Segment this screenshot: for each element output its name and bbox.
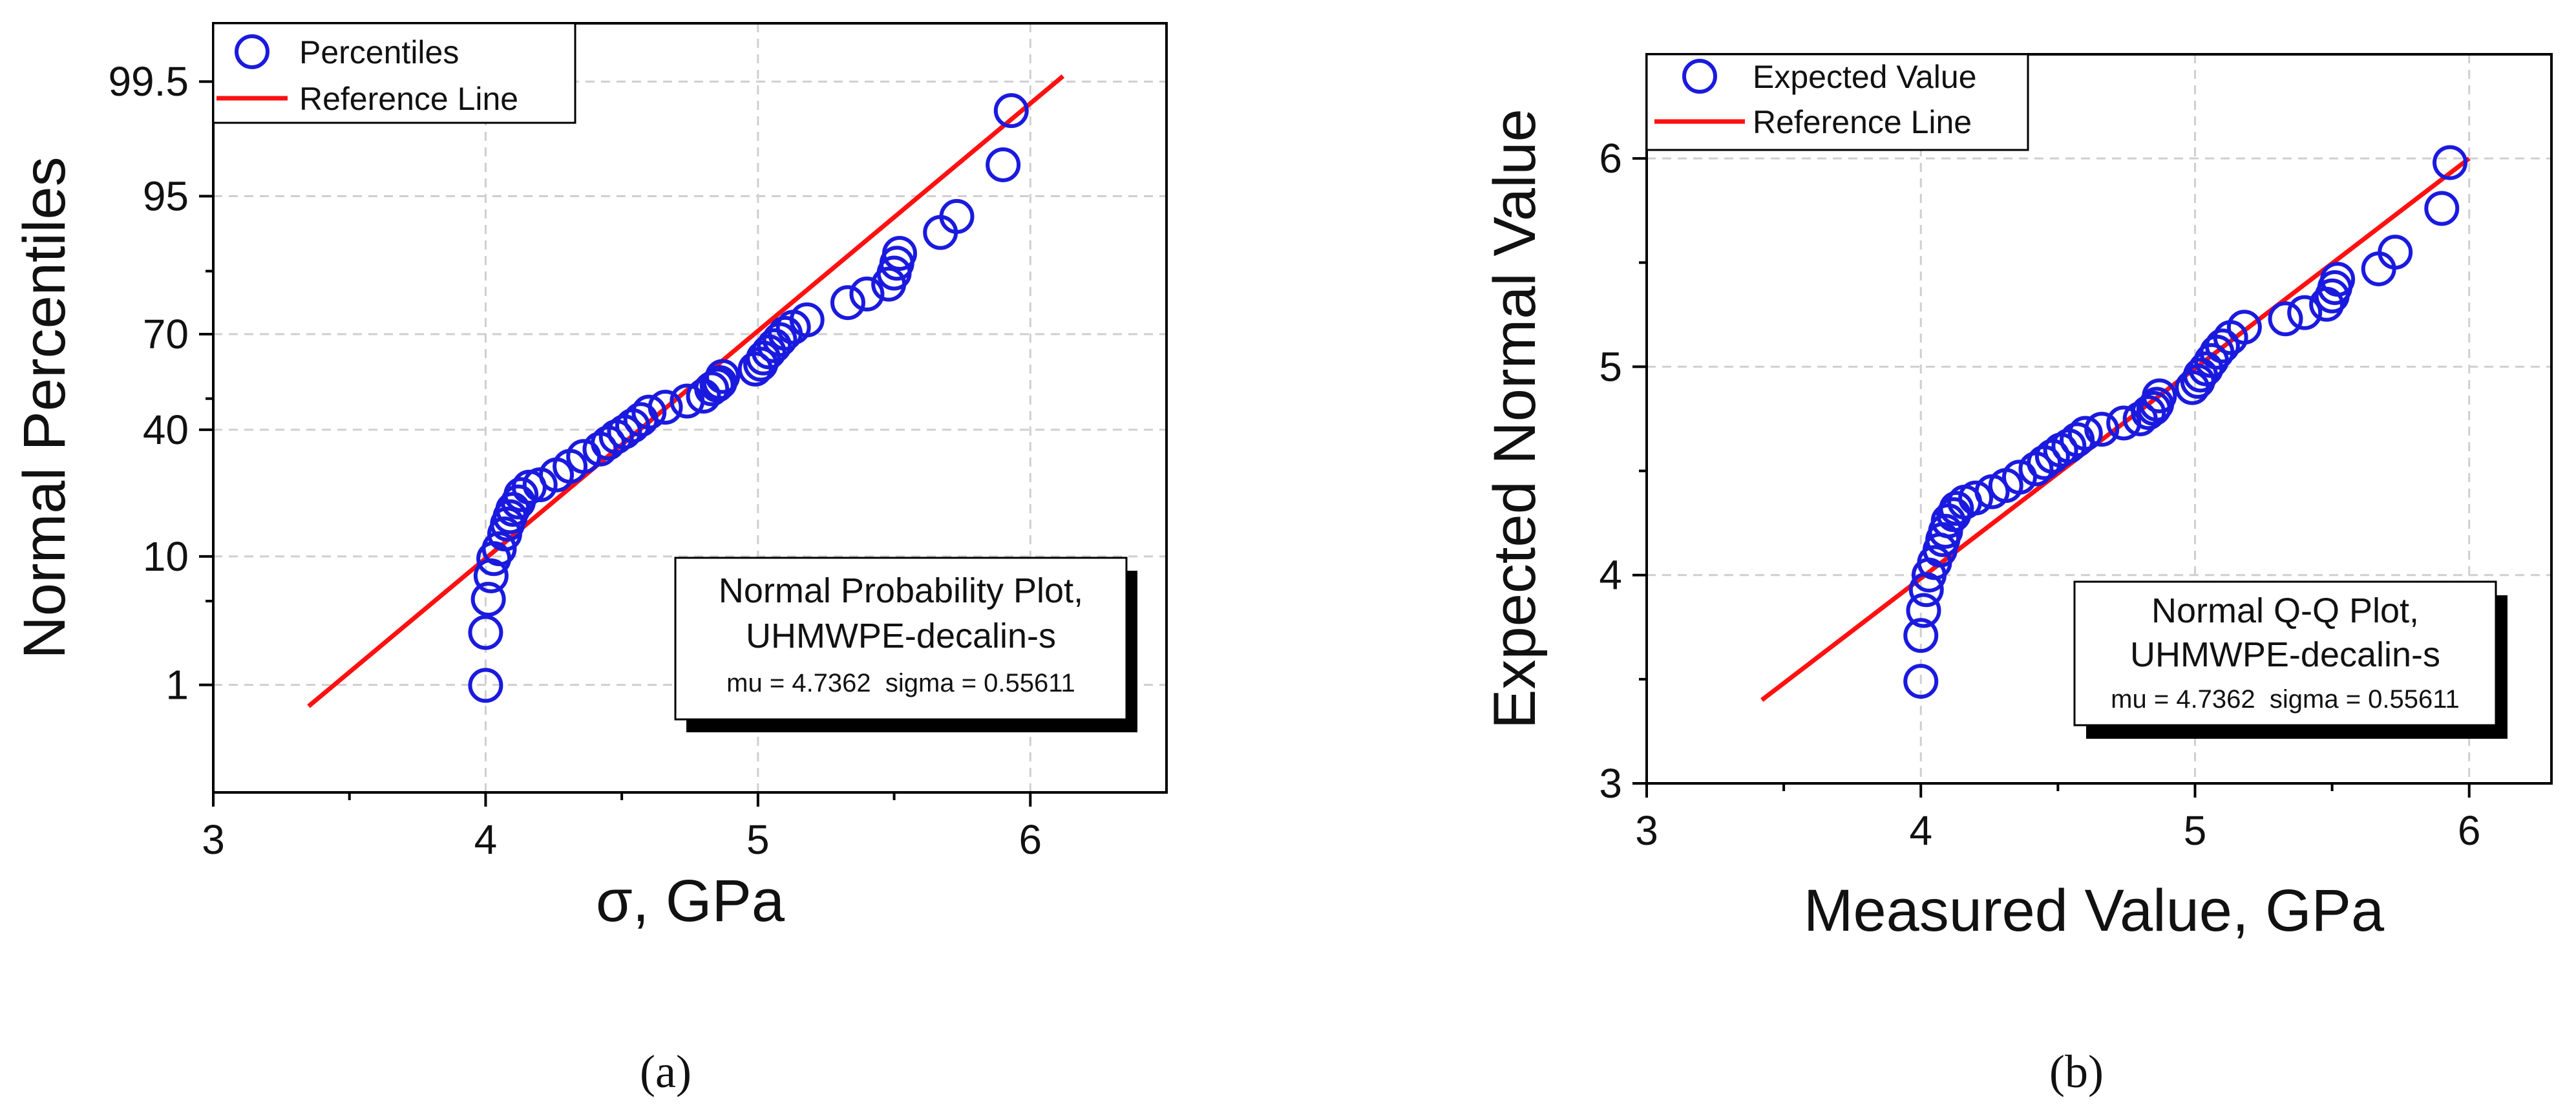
data-point xyxy=(2424,191,2460,226)
data-point xyxy=(993,93,1029,129)
y-tick-label: 1 xyxy=(165,662,189,708)
data-point xyxy=(2378,235,2413,270)
info-box-b-subtitle: UHMWPE-decalin-s xyxy=(2130,635,2440,674)
legend-a-circle-marker xyxy=(235,34,269,69)
data-point xyxy=(2287,295,2323,330)
legend-b-box xyxy=(1645,53,2029,151)
legend-a-label-percentiles: Percentiles xyxy=(299,34,459,70)
legend-a: Percentiles Reference Line xyxy=(212,22,576,124)
panel-label-b: (b) xyxy=(2049,1046,2104,1097)
x-axis-title-b: Measured Value, GPa xyxy=(1804,878,2385,944)
data-point xyxy=(648,390,683,425)
x-tick-label: 4 xyxy=(1909,807,1932,854)
x-tick-label: 3 xyxy=(1635,807,1658,854)
data-point xyxy=(1906,593,1941,628)
points-a xyxy=(468,93,1029,703)
info-box-a: Normal Probability Plot, UHMWPE-decalin-… xyxy=(674,556,1137,732)
data-point xyxy=(694,371,730,407)
data-point xyxy=(468,615,503,650)
reference-line xyxy=(307,74,1065,708)
data-point xyxy=(468,668,503,703)
info-box-b-title: Normal Q-Q Plot, xyxy=(2151,591,2419,630)
x-tick-label: 4 xyxy=(474,816,498,863)
data-point xyxy=(481,531,517,567)
data-point xyxy=(470,582,506,617)
panel-b-chart: 3 4 5 6 3 4 5 6 Expected Value Reference Line N… xyxy=(1482,53,2553,944)
legend-b: Expected Value Reference Line xyxy=(1645,53,2029,151)
data-point xyxy=(2268,301,2303,337)
data-point xyxy=(705,359,741,394)
info-box-b-body xyxy=(2073,580,2497,726)
y-tick-label: 4 xyxy=(1599,552,1622,599)
data-point xyxy=(2084,412,2120,447)
panel-label-a: (a) xyxy=(640,1046,692,1097)
data-point xyxy=(849,276,885,312)
data-point xyxy=(2204,328,2240,364)
info-box-a-body xyxy=(674,556,1128,721)
data-point xyxy=(757,328,792,363)
x-tick-label: 5 xyxy=(746,816,770,863)
legend-b-label-expected: Expected Value xyxy=(1753,59,1977,95)
y-tick-label: 3 xyxy=(1599,760,1622,807)
ticks-a: 3 4 5 6 1 10 40 70 95 99.5 xyxy=(108,58,1042,863)
data-point xyxy=(789,302,825,337)
data-point xyxy=(2320,262,2356,297)
data-point xyxy=(1958,480,1994,516)
data-point xyxy=(631,394,667,430)
data-point xyxy=(882,236,917,271)
data-point xyxy=(830,285,865,321)
plot-frame-a xyxy=(212,22,1168,794)
legend-b-circle-marker xyxy=(1682,59,1717,94)
data-point xyxy=(939,198,975,234)
y-tick-label: 40 xyxy=(143,407,189,453)
legend-a-box xyxy=(212,22,576,124)
data-point xyxy=(1903,664,1939,699)
legend-b-label-reference: Reference Line xyxy=(1753,104,1972,140)
info-box-a-subtitle: UHMWPE-decalin-s xyxy=(746,617,1056,655)
points-b xyxy=(1903,145,2468,699)
x-tick-label: 5 xyxy=(2184,807,2207,854)
info-box-a-title: Normal Probability Plot, xyxy=(719,571,1083,610)
data-point xyxy=(2226,310,2262,345)
data-point xyxy=(2433,145,2468,180)
data-point xyxy=(699,367,735,403)
data-point xyxy=(2142,378,2177,414)
y-tick-label: 70 xyxy=(143,311,189,357)
y-axis-title-a: Normal Percentiles xyxy=(12,156,78,659)
x-tick-label: 3 xyxy=(202,816,225,863)
data-point xyxy=(503,477,539,513)
y-tick-label: 6 xyxy=(1599,135,1622,182)
data-point xyxy=(1903,618,1939,653)
y-axis-title-b: Expected Normal Value xyxy=(1482,109,1548,729)
y-tick-label: 95 xyxy=(143,173,189,220)
data-point xyxy=(1939,491,1974,526)
plot-frame-b xyxy=(1645,53,2553,785)
info-box-b-stats: mu = 4.7362 sigma = 0.55611 xyxy=(2111,685,2460,714)
info-box-a-stats: mu = 4.7362 sigma = 0.55611 xyxy=(726,669,1075,697)
x-tick-label: 6 xyxy=(1019,816,1042,863)
y-tick-label: 99.5 xyxy=(108,58,189,105)
legend-a-label-reference: Reference Line xyxy=(299,81,518,117)
y-tick-label: 5 xyxy=(1599,343,1622,390)
x-tick-label: 6 xyxy=(2458,807,2481,854)
x-axis-title-a: σ, GPa xyxy=(596,868,785,934)
panel-a-chart: 3 4 5 6 1 10 40 70 95 99.5 Percentiles Reference … xyxy=(12,22,1168,934)
data-point xyxy=(2067,416,2103,451)
reference-line-a xyxy=(307,74,1065,708)
ticks-b: 3 4 5 6 3 4 5 6 xyxy=(1599,135,2480,854)
info-box-b: Normal Q-Q Plot, UHMWPE-decalin-s mu = 4… xyxy=(2073,580,2507,739)
data-point xyxy=(986,147,1021,182)
y-tick-label: 10 xyxy=(143,533,189,580)
